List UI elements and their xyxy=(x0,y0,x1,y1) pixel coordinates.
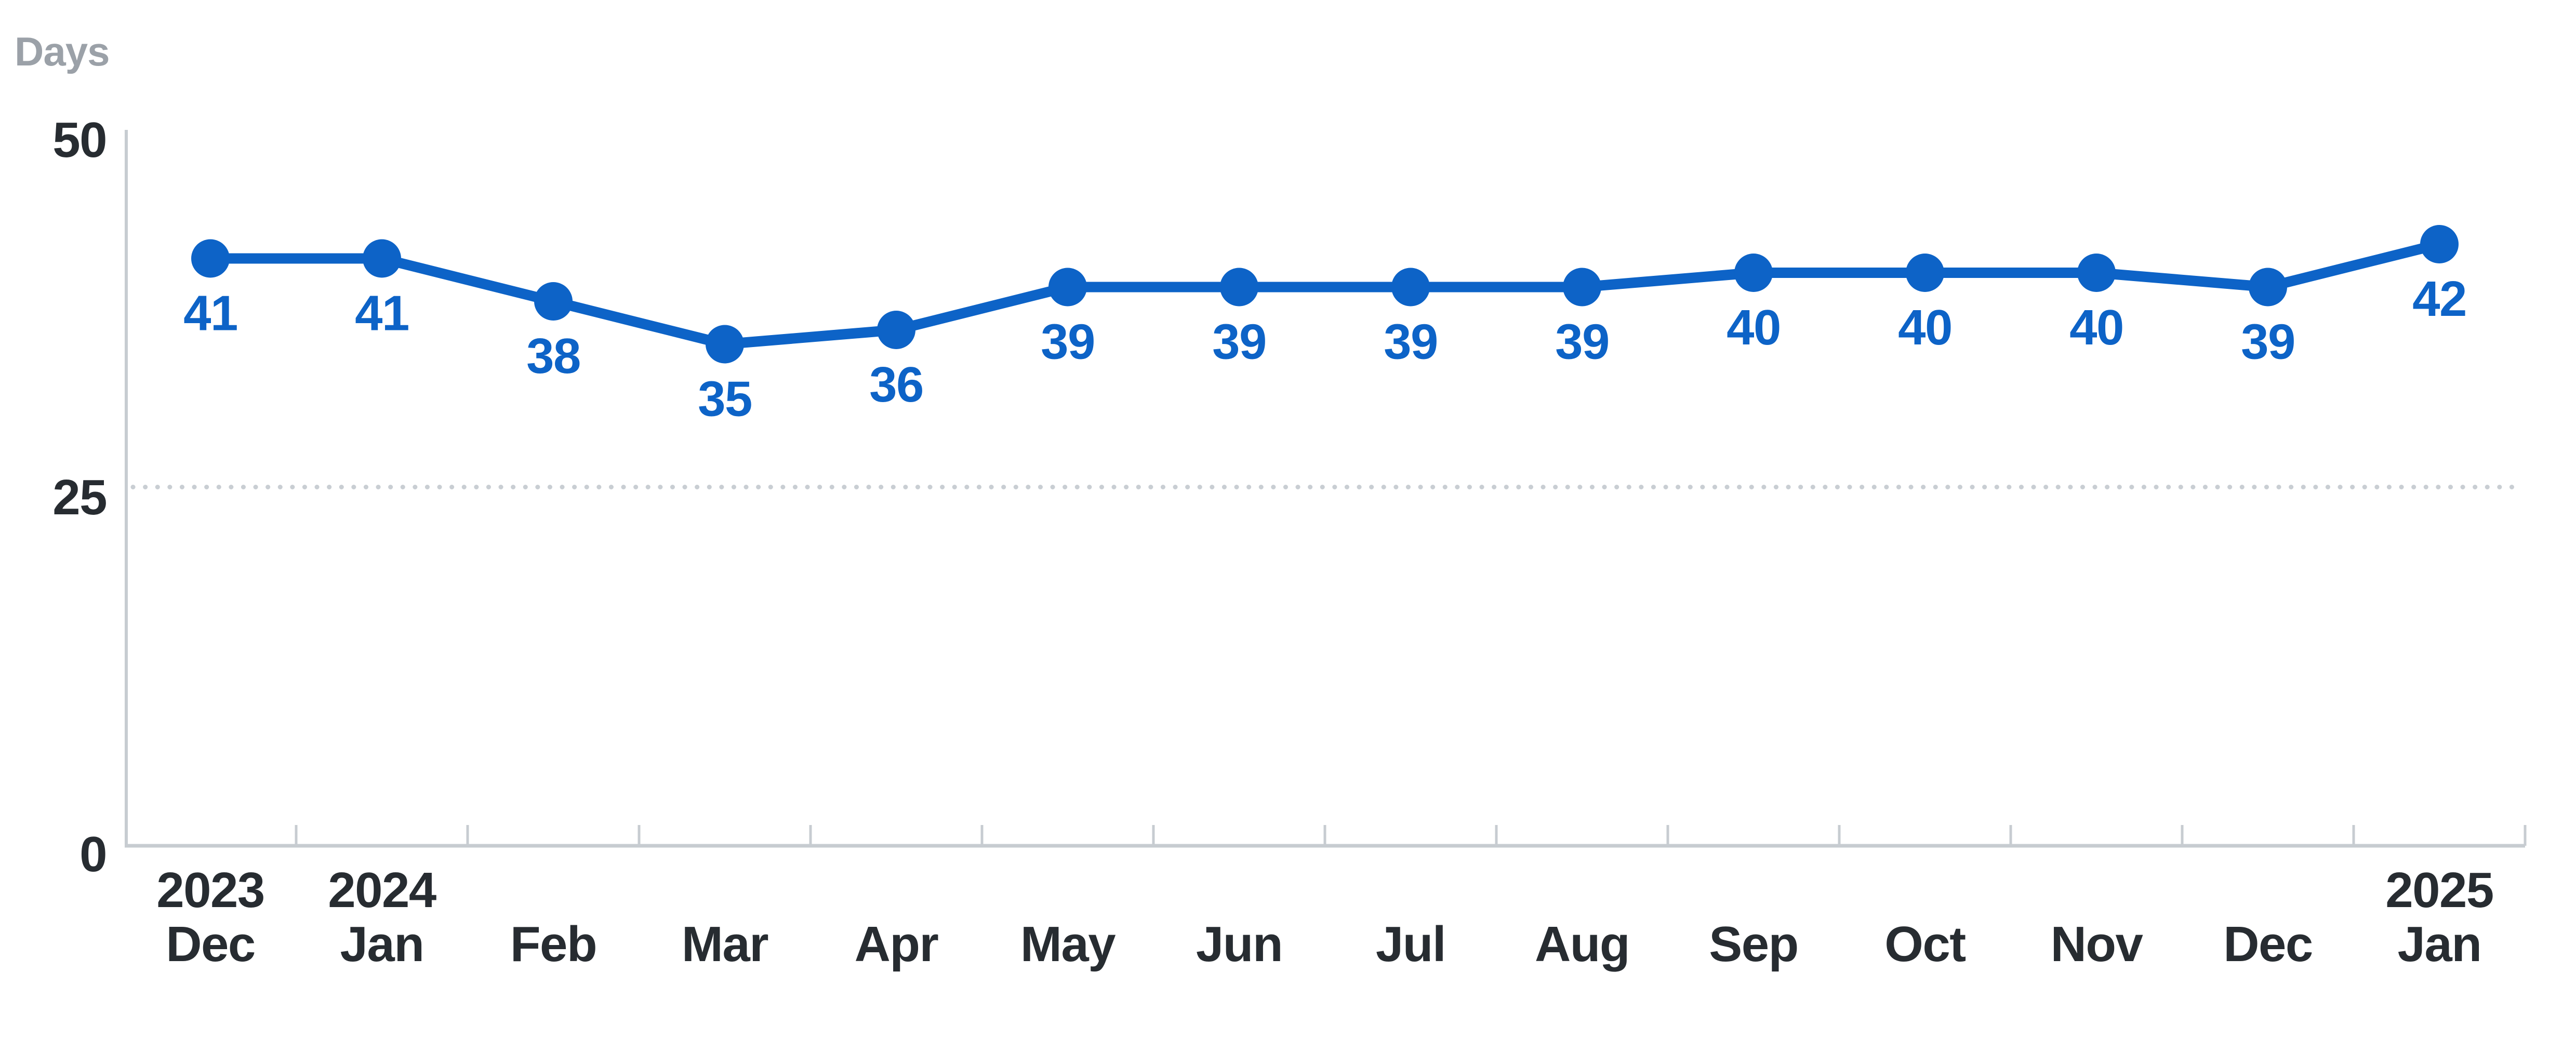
data-point-label: 36 xyxy=(869,357,923,412)
data-point xyxy=(706,325,744,364)
data-point-label: 39 xyxy=(1212,314,1266,370)
data-point xyxy=(877,311,915,349)
x-tick-label-year: 2023 xyxy=(156,862,264,918)
data-point xyxy=(1220,268,1258,307)
x-tick-label-month: Jul xyxy=(1376,916,1445,972)
x-tick-label-month: Mar xyxy=(682,916,768,972)
series-days: 41 41 38 35 36 39 39 39 39 40 40 40 39 42 xyxy=(183,225,2467,427)
data-point xyxy=(534,282,573,321)
x-tick-label-year: 2024 xyxy=(328,862,436,918)
data-point xyxy=(1563,268,1601,307)
data-point xyxy=(2077,254,2116,292)
x-tick-label-month: Aug xyxy=(1535,916,1629,972)
data-point-label: 40 xyxy=(2069,300,2123,355)
data-point xyxy=(1048,268,1087,307)
data-point-label: 35 xyxy=(698,371,752,427)
x-tick-label-month: Nov xyxy=(2051,916,2143,972)
y-tick-label-25: 25 xyxy=(52,470,107,525)
x-tick-label-month: Dec xyxy=(166,916,255,972)
data-point-label: 40 xyxy=(1898,300,1952,355)
data-point xyxy=(1391,268,1430,307)
data-point xyxy=(2420,225,2459,263)
y-axis: 50 25 0 xyxy=(52,112,128,882)
data-point-label: 38 xyxy=(526,328,580,384)
x-tick-label-month: Apr xyxy=(855,916,938,972)
series-line xyxy=(205,239,2445,350)
x-tick-label-month: Sep xyxy=(1709,916,1798,972)
x-tick-label-month: Jun xyxy=(1196,916,1282,972)
y-tick-label-50: 50 xyxy=(52,112,107,168)
data-point-label: 39 xyxy=(1384,314,1438,370)
x-tick-label-month: Dec xyxy=(2223,916,2313,972)
data-point xyxy=(1906,254,1944,292)
data-point-label: 41 xyxy=(355,286,409,341)
data-point-label: 39 xyxy=(2241,314,2295,370)
y-tick-label-0: 0 xyxy=(79,827,107,882)
data-point-label: 39 xyxy=(1555,314,1609,370)
x-tick-label-month: Jan xyxy=(2398,916,2481,972)
x-tick-label-year: 2025 xyxy=(2385,862,2493,918)
y-axis-unit-label: Days xyxy=(15,29,109,74)
x-tick-label-month: Oct xyxy=(1884,916,1966,972)
data-point xyxy=(1734,254,1773,292)
x-tick-label-month: Jan xyxy=(340,916,424,972)
data-point-label: 39 xyxy=(1041,314,1095,370)
data-point xyxy=(2249,268,2287,307)
data-point xyxy=(191,239,230,278)
data-point-label: 40 xyxy=(1727,300,1781,355)
x-tick-label-month: Feb xyxy=(510,916,596,972)
data-point-label: 42 xyxy=(2412,271,2466,327)
data-point-label: 41 xyxy=(183,286,237,341)
x-tick-label-month: May xyxy=(1020,916,1116,972)
data-point xyxy=(363,239,401,278)
